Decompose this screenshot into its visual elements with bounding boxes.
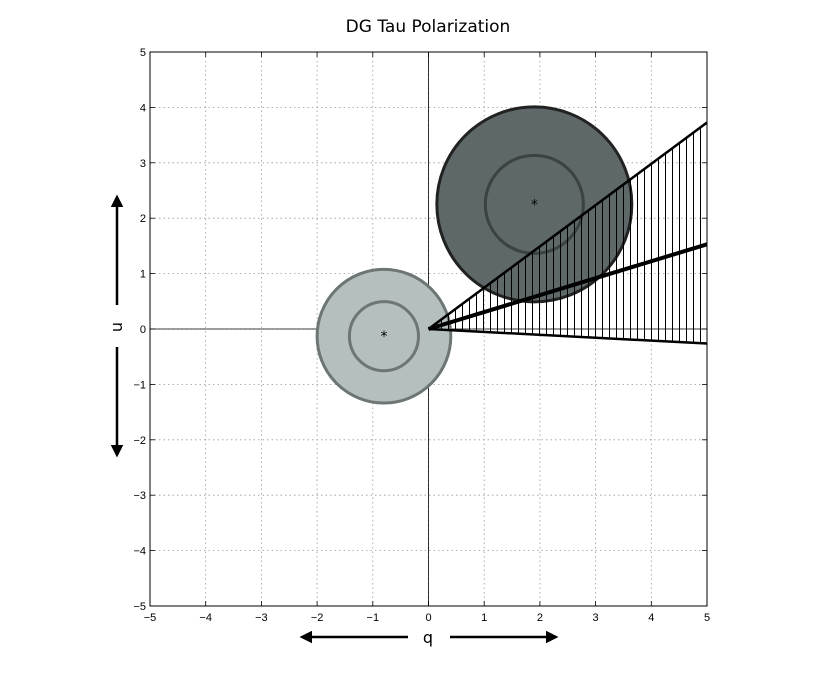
- y-tick-label: −2: [133, 435, 146, 447]
- x-axis-label: q: [423, 628, 433, 647]
- data-marks: **: [315, 105, 708, 405]
- tick-labels: −5 −4 −3 −2 −1 0 1 2 3 4 5 −5 −4 −3 −2 −1 0 1 2 3 4 5: [133, 47, 710, 624]
- wedge-lower-bound: [428, 327, 708, 345]
- y-tick-label: 2: [140, 213, 146, 225]
- error-circle-outer-2: [435, 105, 634, 304]
- x-tick-label: 1: [481, 612, 487, 624]
- axis-labels: q u: [107, 194, 559, 647]
- y-tick-label: 3: [140, 158, 146, 170]
- y-tick-label: −4: [133, 546, 146, 558]
- wedge-center-line: [427, 242, 708, 331]
- y-axis-label: u: [107, 322, 126, 332]
- data-point-1: *: [380, 329, 387, 345]
- y-tick-label: 1: [140, 269, 146, 281]
- x-tick-label: −3: [255, 612, 268, 624]
- y-tick-label: 0: [140, 324, 146, 336]
- chart-title: DG Tau Polarization: [346, 17, 511, 37]
- x-tick-label: 2: [537, 612, 543, 624]
- x-tick-label: 3: [593, 612, 599, 624]
- data-point-2: *: [531, 197, 538, 213]
- x-tick-label: 0: [425, 612, 431, 624]
- error-circle-inner-2: [483, 153, 585, 255]
- y-tick-label: 4: [140, 102, 146, 114]
- wedge-upper-bound: [427, 121, 708, 331]
- x-tick-label: 5: [704, 612, 710, 624]
- error-circle-outer-1: [315, 267, 453, 405]
- y-tick-label: 5: [140, 47, 146, 59]
- error-circle-inner-1: [347, 300, 420, 373]
- x-tick-label: −4: [199, 612, 212, 624]
- plot-frame: [149, 51, 708, 607]
- x-tick-label: −2: [311, 612, 324, 624]
- x-tick-label: 4: [648, 612, 654, 624]
- y-tick-label: −1: [133, 379, 146, 391]
- y-tick-label: −3: [133, 490, 146, 502]
- x-tick-label: −1: [367, 612, 380, 624]
- x-tick-label: −5: [144, 612, 157, 624]
- y-tick-label: −5: [133, 601, 146, 613]
